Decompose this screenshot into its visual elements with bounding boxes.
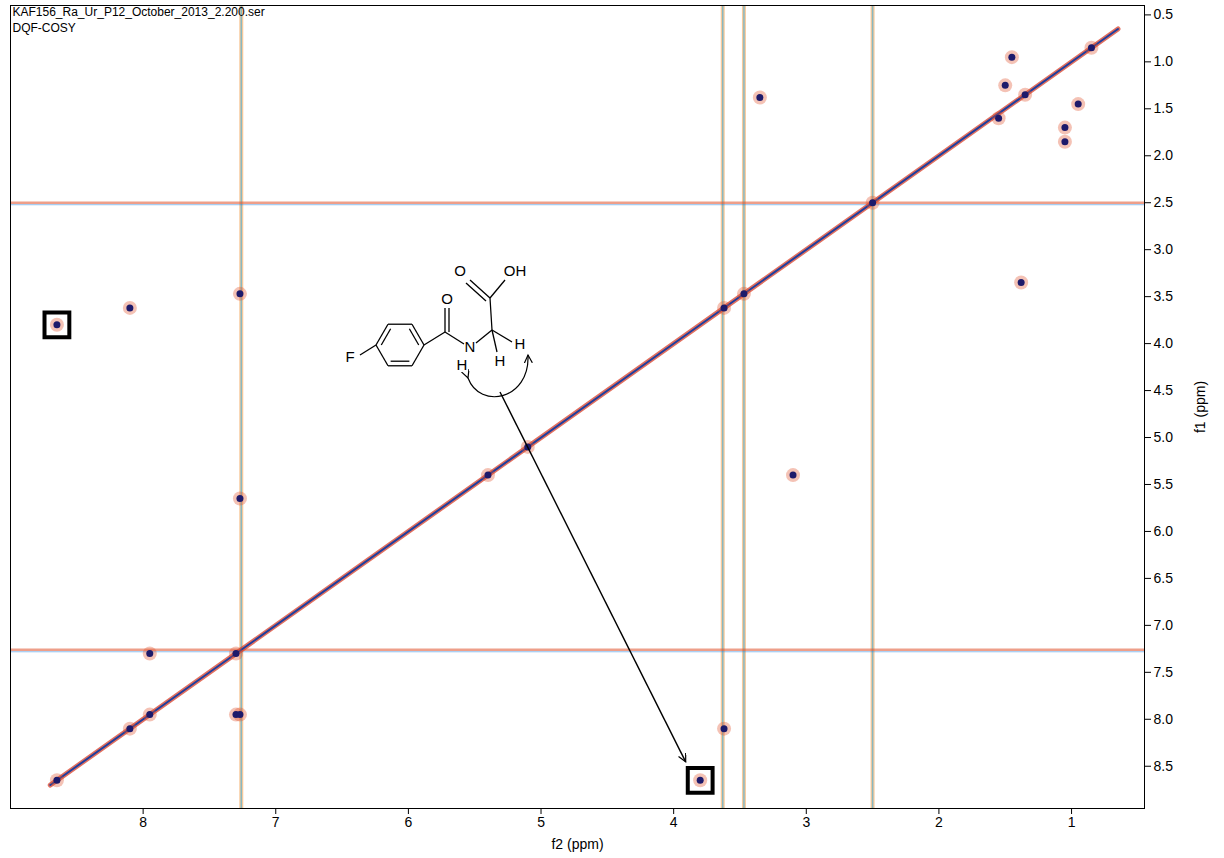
- svg-text:8.5: 8.5: [1154, 758, 1174, 774]
- svg-text:5.5: 5.5: [1154, 476, 1174, 492]
- svg-text:7.0: 7.0: [1154, 617, 1174, 633]
- svg-text:2: 2: [935, 814, 943, 830]
- svg-text:F: F: [345, 348, 354, 365]
- svg-text:5: 5: [537, 814, 545, 830]
- svg-text:KAF156_Ra_Ur_P12_October_2013_: KAF156_Ra_Ur_P12_October_2013_2.200.ser: [13, 5, 265, 19]
- svg-text:2.5: 2.5: [1154, 194, 1174, 210]
- svg-text:DQF-COSY: DQF-COSY: [13, 21, 76, 35]
- svg-text:1.5: 1.5: [1154, 100, 1174, 116]
- svg-text:H: H: [495, 352, 506, 369]
- svg-text:3: 3: [802, 814, 810, 830]
- svg-text:f1 (ppm): f1 (ppm): [1192, 381, 1208, 433]
- svg-text:3.0: 3.0: [1154, 241, 1174, 257]
- svg-text:1.0: 1.0: [1154, 53, 1174, 69]
- svg-text:0.5: 0.5: [1154, 6, 1174, 22]
- svg-text:6.0: 6.0: [1154, 523, 1174, 539]
- svg-text:5.0: 5.0: [1154, 429, 1174, 445]
- svg-text:7: 7: [272, 814, 280, 830]
- svg-text:O: O: [441, 290, 453, 307]
- svg-text:f2 (ppm): f2 (ppm): [551, 836, 603, 852]
- svg-text:4.0: 4.0: [1154, 335, 1174, 351]
- svg-text:3.5: 3.5: [1154, 288, 1174, 304]
- svg-text:8: 8: [139, 814, 147, 830]
- svg-text:OH: OH: [504, 262, 527, 279]
- svg-text:6: 6: [404, 814, 412, 830]
- svg-text:6.5: 6.5: [1154, 570, 1174, 586]
- svg-text:N: N: [465, 338, 476, 355]
- svg-text:O: O: [454, 262, 466, 279]
- svg-text:2.0: 2.0: [1154, 147, 1174, 163]
- svg-text:H: H: [515, 335, 526, 352]
- svg-text:H: H: [457, 356, 468, 373]
- svg-text:1: 1: [1068, 814, 1076, 830]
- svg-text:7.5: 7.5: [1154, 664, 1174, 680]
- svg-text:4.5: 4.5: [1154, 382, 1174, 398]
- svg-text:8.0: 8.0: [1154, 711, 1174, 727]
- svg-text:4: 4: [670, 814, 678, 830]
